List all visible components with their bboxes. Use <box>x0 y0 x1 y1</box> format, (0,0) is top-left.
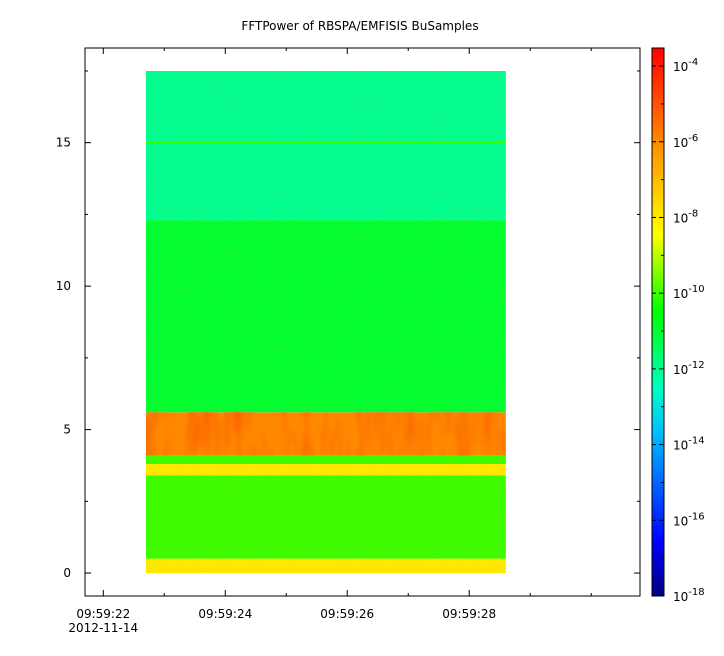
y-tick-label: 10 <box>56 279 71 293</box>
colorbar-tick-label: 10-18 <box>673 587 705 604</box>
spectrogram-bands <box>146 71 506 574</box>
y-tick-label: 15 <box>56 136 71 150</box>
spectrogram-texture <box>146 71 506 574</box>
y-tick-label: 5 <box>63 423 71 437</box>
x-tick-label: 09:59:28 <box>442 607 496 621</box>
chart-title: FFTPower of RBSPA/EMFISIS BuSamples <box>241 19 478 33</box>
spectrogram-streaks <box>146 412 506 456</box>
colorbar-tick-label: 10-8 <box>673 208 698 225</box>
colorbar-tick-label: 10-6 <box>673 133 698 150</box>
x-tick-label: 09:59:24 <box>198 607 252 621</box>
colorbar-axis: 10-18 10-16 10-14 10-12 10-10 10-8 10-6 10-4 <box>652 57 705 604</box>
colorbar-tick-label: 10-4 <box>673 57 698 74</box>
colorbar-tick-label: 10-10 <box>673 284 705 301</box>
colorbar-tick-label: 10-14 <box>673 436 705 453</box>
colorbar <box>651 47 665 597</box>
colorbar-tick-label: 10-12 <box>673 360 705 377</box>
x-tick-label: 09:59:26 <box>320 607 374 621</box>
y-axis: 0 5 10 15 <box>56 70 640 580</box>
y-tick-label: 0 <box>63 566 71 580</box>
x-tick-sublabel: 2012-11-14 <box>68 621 138 635</box>
x-tick-label: 09:59:22 <box>76 607 130 621</box>
colorbar-tick-label: 10-16 <box>673 511 705 528</box>
